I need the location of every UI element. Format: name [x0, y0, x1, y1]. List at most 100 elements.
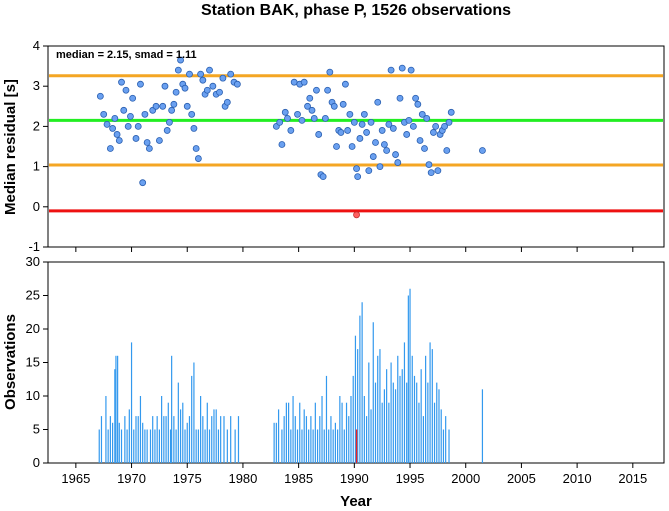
residual-point: [163, 127, 171, 134]
residual-point: [276, 118, 284, 126]
residual-x-ticks: [75, 247, 634, 252]
residual-point: [159, 102, 167, 110]
residual-point: [113, 131, 121, 138]
residual-point: [358, 120, 366, 128]
residual-point: [122, 86, 130, 94]
observations-x-ticks: 1965 1970 1975 1980 1985 1990 1995 2000 2005 2010…: [61, 463, 647, 486]
x-tick-label: 1985: [284, 471, 313, 486]
residual-point: [278, 141, 286, 148]
residual-point: [111, 114, 119, 122]
residual-point: [441, 123, 448, 130]
residual-point: [161, 82, 169, 90]
residual-point: [356, 135, 364, 142]
residual-point: [186, 70, 193, 78]
y-tick-label: 1: [33, 159, 40, 174]
x-axis-label: Year: [340, 493, 372, 510]
residual-point: [304, 102, 311, 110]
x-tick-label: 1970: [117, 471, 146, 486]
x-tick-label: 2010: [563, 471, 592, 486]
y-tick-label: 30: [26, 254, 40, 269]
residual-point: [281, 108, 289, 116]
residual-point: [342, 80, 349, 88]
residual-point: [219, 74, 227, 82]
residual-point: [199, 76, 207, 84]
residual-point: [166, 118, 173, 126]
residual-point: [374, 98, 382, 106]
residual-point: [324, 86, 331, 94]
residual-plot-frame: [47, 45, 665, 248]
residual-point: [353, 165, 360, 173]
residual-point: [152, 102, 160, 110]
residual-point: [233, 80, 241, 88]
residual-point: [287, 127, 295, 134]
residual-point: [389, 125, 397, 132]
residual-point: [192, 145, 200, 152]
residual-point: [321, 114, 329, 122]
stats-annotation: median = 2.15, smad = 1.11: [56, 49, 197, 61]
residual-point: [414, 100, 422, 108]
y-tick-label: 3: [33, 78, 40, 93]
residual-point: [423, 114, 431, 122]
y-tick-label: 15: [26, 355, 40, 370]
residual-point: [348, 143, 356, 150]
residual-point: [103, 120, 111, 128]
residual-point: [306, 94, 314, 102]
residual-point: [223, 98, 231, 106]
residual-point: [188, 110, 196, 118]
residual-point: [381, 141, 388, 148]
residual-point: [363, 129, 370, 136]
residual-point: [155, 137, 163, 144]
residual-point: [139, 179, 147, 187]
residual-point: [354, 173, 362, 181]
residual-point: [445, 118, 453, 126]
chart-title: Station BAK, phase P, 1526 observations: [201, 2, 511, 19]
residual-point: [387, 66, 395, 74]
residual-point: [127, 112, 134, 120]
residual-point: [206, 66, 213, 74]
residual-point: [425, 161, 433, 168]
residual-point: [383, 147, 391, 154]
residual-point: [227, 70, 235, 78]
residual-point: [284, 114, 291, 122]
y-tick-label: 2: [33, 118, 40, 133]
x-tick-label: 1980: [228, 471, 257, 486]
residual-point: [430, 129, 437, 136]
residual-point: [106, 145, 114, 152]
residual-point: [447, 108, 455, 116]
x-tick-label: 1995: [396, 471, 425, 486]
residual-point: [313, 86, 320, 94]
residual-point: [298, 116, 306, 124]
residual-point: [96, 92, 104, 100]
residual-point: [421, 145, 428, 152]
residual-points: [96, 56, 486, 219]
residual-point: [365, 167, 373, 175]
observation-bars: [98, 288, 484, 463]
x-tick-label: 1975: [173, 471, 202, 486]
residual-point: [181, 84, 189, 92]
residual-point: [290, 78, 298, 86]
residual-point: [360, 110, 368, 118]
x-tick-label: 2015: [618, 471, 647, 486]
residual-point: [376, 163, 384, 171]
y-tick-label: 0: [33, 199, 40, 214]
x-tick-label: 2005: [507, 471, 536, 486]
residual-point: [418, 110, 426, 118]
residual-point: [118, 78, 125, 86]
observations-y-axis-label: Observations: [2, 314, 19, 410]
residual-y-ticks: -1 0 1 2 3 4: [28, 38, 48, 254]
residual-point: [409, 123, 417, 130]
y-tick-label: -1: [28, 239, 40, 254]
residual-point: [172, 88, 180, 96]
residual-y-axis-label: Median residual [s]: [2, 79, 19, 215]
residual-point: [319, 173, 327, 181]
residual-point: [412, 94, 419, 102]
residual-point: [216, 88, 223, 96]
residual-point: [333, 143, 340, 150]
reference-lines: [49, 74, 663, 213]
residual-point: [100, 110, 108, 118]
residual-point: [385, 120, 393, 128]
residual-point: [330, 102, 338, 110]
y-tick-label: 5: [33, 422, 40, 437]
residual-point: [174, 66, 182, 74]
